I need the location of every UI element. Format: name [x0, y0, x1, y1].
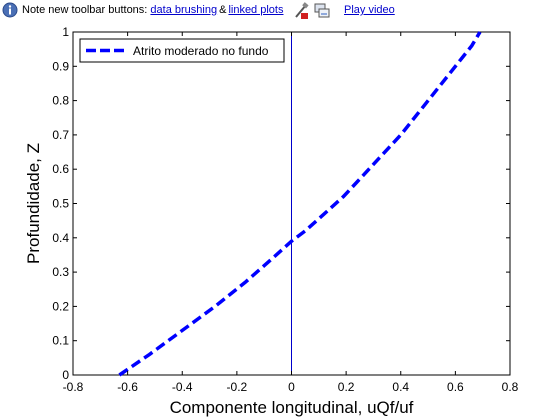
brush-icon[interactable] — [292, 2, 310, 20]
x-tick-label: -0.4 — [172, 380, 193, 394]
y-tick-label: 0.4 — [52, 231, 69, 245]
x-tick-label: 0.2 — [338, 380, 355, 394]
legend-entry: Atrito moderado no fundo — [133, 44, 269, 58]
y-tick-label: 0.6 — [52, 162, 69, 176]
series-line — [118, 31, 482, 377]
x-axis-label: Componente longitudinal, uQf/uf — [170, 398, 414, 417]
info-icon — [2, 2, 18, 18]
y-tick-label: 0.5 — [52, 197, 69, 211]
toolbar-note-text: Note new toolbar buttons: — [22, 4, 148, 16]
y-tick-label: 0 — [62, 368, 69, 382]
y-tick-label: 0.3 — [52, 265, 69, 279]
x-tick-label: -0.6 — [117, 380, 138, 394]
x-tick-label: -0.8 — [63, 380, 84, 394]
x-tick-label: 0 — [288, 380, 295, 394]
x-tick-label: 0.4 — [392, 380, 409, 394]
y-tick-label: 0.2 — [52, 299, 69, 313]
y-axis-label: Profundidade, Z — [24, 143, 43, 264]
legend-box — [79, 38, 285, 63]
ampersand-text: & — [219, 4, 227, 16]
y-tick-label: 1 — [62, 25, 69, 39]
y-tick-label: 0.7 — [52, 128, 69, 142]
y-tick-label: 0.9 — [52, 59, 69, 73]
y-ticks: 0 0.1 0.2 0.3 0.4 0.5 0.6 0.7 0.8 0.9 1 — [52, 25, 510, 382]
y-tick-label: 0.8 — [52, 94, 69, 108]
x-ticks: -0.8 -0.6 -0.4 -0.2 0 0.2 0.4 0.6 0.8 — [63, 32, 519, 394]
play-video-link[interactable]: Play video — [344, 4, 395, 16]
legend[interactable]: Atrito moderado no fundo — [79, 38, 285, 63]
y-tick-label: 0.1 — [52, 334, 69, 348]
data-brushing-link[interactable]: data brushing — [150, 4, 218, 16]
x-tick-label: -0.2 — [227, 380, 248, 394]
info-bar: Note new toolbar buttons: data brushing &… — [0, 0, 560, 22]
linked-plots-link[interactable]: linked plots — [228, 4, 284, 16]
x-tick-label: 0.8 — [502, 380, 519, 394]
linked-plots-icon[interactable] — [313, 2, 331, 20]
x-tick-label: 0.6 — [447, 380, 464, 394]
